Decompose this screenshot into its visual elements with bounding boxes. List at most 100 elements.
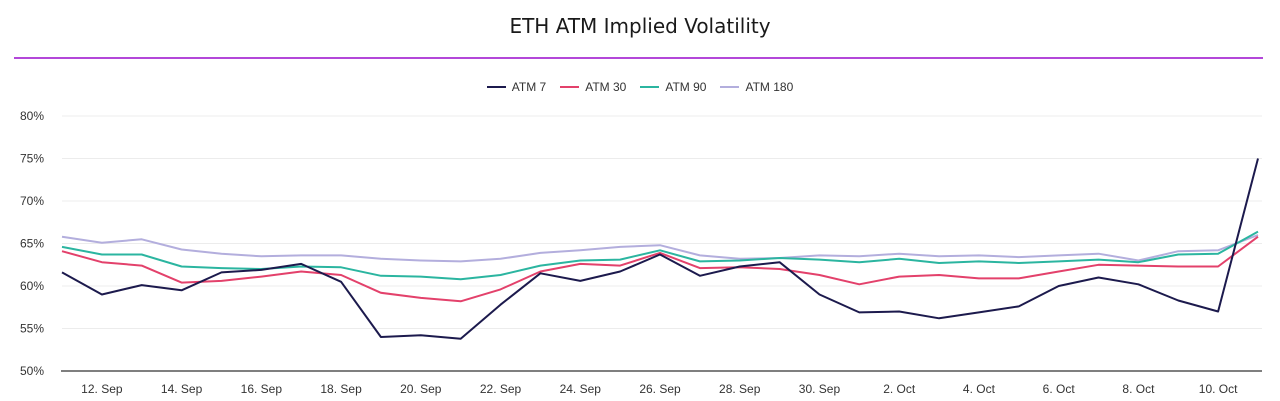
data-point-atm-7[interactable]: [976, 309, 982, 315]
data-point-atm-180[interactable]: [378, 256, 384, 262]
data-point-atm-180[interactable]: [1096, 251, 1102, 257]
data-point-atm-7[interactable]: [816, 292, 822, 298]
data-point-atm-90[interactable]: [1175, 252, 1181, 258]
data-point-atm-7[interactable]: [737, 263, 743, 269]
data-point-atm-180[interactable]: [218, 251, 224, 257]
data-point-atm-30[interactable]: [218, 278, 224, 284]
data-point-atm-7[interactable]: [99, 292, 105, 298]
data-point-atm-30[interactable]: [976, 275, 982, 281]
series-line-atm-180[interactable]: [61, 234, 1259, 263]
data-point-atm-30[interactable]: [139, 263, 145, 269]
data-point-atm-90[interactable]: [418, 274, 424, 280]
data-point-atm-7[interactable]: [1215, 309, 1221, 315]
data-point-atm-180[interactable]: [976, 252, 982, 258]
data-point-atm-7[interactable]: [1056, 283, 1062, 289]
data-point-atm-90[interactable]: [976, 258, 982, 264]
data-point-atm-7[interactable]: [577, 278, 583, 284]
data-point-atm-180[interactable]: [1016, 254, 1022, 260]
legend-item-atm-7[interactable]: ATM 7: [486, 80, 546, 94]
data-point-atm-30[interactable]: [1056, 269, 1062, 275]
data-point-atm-7[interactable]: [1096, 275, 1102, 281]
series-line-atm-30[interactable]: [61, 235, 1259, 303]
data-point-atm-30[interactable]: [59, 248, 65, 254]
data-point-atm-180[interactable]: [418, 258, 424, 264]
data-point-atm-7[interactable]: [1135, 281, 1141, 287]
data-point-atm-180[interactable]: [458, 258, 464, 264]
data-point-atm-180[interactable]: [697, 252, 703, 258]
data-point-atm-7[interactable]: [537, 270, 543, 276]
data-point-atm-7[interactable]: [1016, 303, 1022, 309]
data-point-atm-90[interactable]: [617, 257, 623, 263]
data-point-atm-7[interactable]: [617, 269, 623, 275]
data-point-atm-30[interactable]: [338, 272, 344, 278]
data-point-atm-30[interactable]: [378, 290, 384, 296]
data-point-atm-90[interactable]: [896, 256, 902, 262]
data-point-atm-7[interactable]: [378, 334, 384, 340]
data-point-atm-7[interactable]: [59, 269, 65, 275]
data-point-atm-90[interactable]: [498, 272, 504, 278]
data-point-atm-180[interactable]: [298, 252, 304, 258]
data-point-atm-180[interactable]: [498, 256, 504, 262]
data-point-atm-7[interactable]: [458, 336, 464, 342]
data-point-atm-90[interactable]: [458, 276, 464, 282]
data-point-atm-180[interactable]: [577, 247, 583, 253]
data-point-atm-30[interactable]: [777, 266, 783, 272]
data-point-atm-30[interactable]: [896, 274, 902, 280]
data-point-atm-30[interactable]: [577, 261, 583, 267]
data-point-atm-7[interactable]: [657, 252, 663, 258]
data-point-atm-90[interactable]: [1056, 258, 1062, 264]
data-point-atm-30[interactable]: [298, 269, 304, 275]
legend-item-atm-180[interactable]: ATM 180: [720, 80, 793, 94]
data-point-atm-90[interactable]: [1215, 251, 1221, 257]
data-point-atm-30[interactable]: [258, 274, 264, 280]
data-point-atm-30[interactable]: [1175, 263, 1181, 269]
data-point-atm-7[interactable]: [896, 309, 902, 315]
data-point-atm-90[interactable]: [816, 257, 822, 263]
data-point-atm-90[interactable]: [697, 258, 703, 264]
data-point-atm-30[interactable]: [697, 265, 703, 271]
data-point-atm-30[interactable]: [458, 298, 464, 304]
data-point-atm-180[interactable]: [179, 246, 185, 252]
data-point-atm-90[interactable]: [737, 258, 743, 264]
data-point-atm-180[interactable]: [856, 253, 862, 259]
data-point-atm-7[interactable]: [338, 279, 344, 285]
data-point-atm-180[interactable]: [936, 253, 942, 259]
data-point-atm-180[interactable]: [258, 253, 264, 259]
data-point-atm-180[interactable]: [59, 234, 65, 240]
data-point-atm-7[interactable]: [856, 309, 862, 315]
data-point-atm-7[interactable]: [1175, 297, 1181, 303]
data-point-atm-30[interactable]: [856, 281, 862, 287]
data-point-atm-90[interactable]: [1016, 260, 1022, 266]
data-point-atm-90[interactable]: [856, 259, 862, 265]
data-point-atm-90[interactable]: [139, 252, 145, 258]
data-point-atm-90[interactable]: [179, 263, 185, 269]
data-point-atm-7[interactable]: [258, 267, 264, 273]
data-point-atm-7[interactable]: [298, 261, 304, 267]
data-point-atm-7[interactable]: [1255, 156, 1261, 162]
data-point-atm-30[interactable]: [99, 259, 105, 265]
data-point-atm-7[interactable]: [179, 287, 185, 293]
data-point-atm-180[interactable]: [617, 244, 623, 250]
data-point-atm-30[interactable]: [1096, 262, 1102, 268]
data-point-atm-7[interactable]: [498, 302, 504, 308]
data-point-atm-180[interactable]: [338, 252, 344, 258]
data-point-atm-180[interactable]: [537, 250, 543, 256]
data-point-atm-30[interactable]: [1215, 263, 1221, 269]
data-point-atm-30[interactable]: [1016, 275, 1022, 281]
data-point-atm-180[interactable]: [139, 236, 145, 242]
data-point-atm-7[interactable]: [936, 315, 942, 321]
data-point-atm-30[interactable]: [179, 280, 185, 286]
data-point-atm-30[interactable]: [816, 272, 822, 278]
data-point-atm-180[interactable]: [1056, 252, 1062, 258]
data-point-atm-90[interactable]: [338, 264, 344, 270]
data-point-atm-30[interactable]: [418, 295, 424, 301]
data-point-atm-7[interactable]: [418, 332, 424, 338]
data-point-atm-30[interactable]: [498, 286, 504, 292]
data-point-atm-90[interactable]: [537, 263, 543, 269]
data-point-atm-90[interactable]: [99, 252, 105, 258]
data-point-atm-90[interactable]: [378, 273, 384, 279]
data-point-atm-7[interactable]: [777, 259, 783, 265]
legend-item-atm-90[interactable]: ATM 90: [640, 80, 706, 94]
series-line-atm-7[interactable]: [61, 158, 1259, 340]
data-point-atm-180[interactable]: [99, 240, 105, 246]
